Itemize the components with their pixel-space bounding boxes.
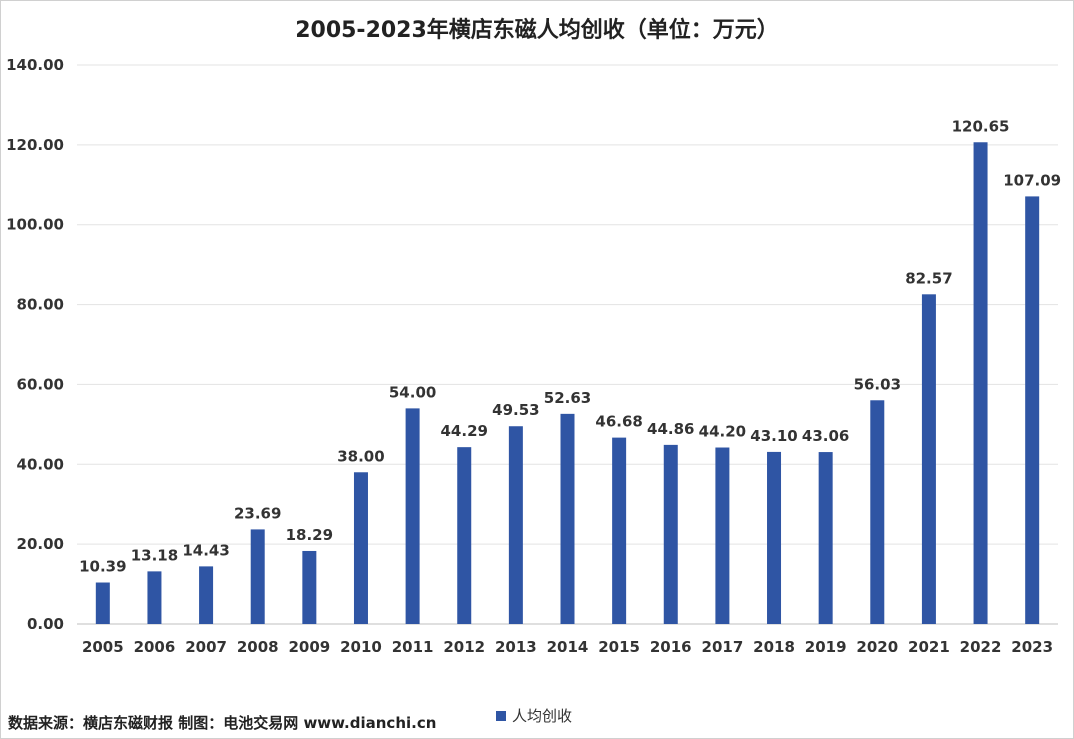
x-tick-label: 2014 bbox=[547, 638, 589, 656]
x-tick-label: 2023 bbox=[1011, 638, 1053, 656]
bar bbox=[457, 447, 472, 624]
y-tick-label: 20.00 bbox=[17, 535, 64, 553]
bar bbox=[405, 408, 420, 624]
bar-value-label: 44.29 bbox=[441, 422, 488, 440]
x-tick-label: 2022 bbox=[960, 638, 1002, 656]
bar bbox=[870, 400, 885, 624]
x-tick-label: 2018 bbox=[753, 638, 795, 656]
y-tick-label: 40.00 bbox=[17, 455, 64, 473]
bar-value-label: 46.68 bbox=[595, 413, 642, 431]
x-tick-label: 2006 bbox=[134, 638, 176, 656]
bar-value-label: 82.57 bbox=[905, 269, 952, 287]
x-tick-label: 2016 bbox=[650, 638, 692, 656]
bar-value-label: 38.00 bbox=[337, 447, 384, 465]
bar-value-label: 23.69 bbox=[234, 504, 281, 522]
x-tick-label: 2013 bbox=[495, 638, 537, 656]
bar bbox=[921, 294, 936, 624]
x-tick-label: 2019 bbox=[805, 638, 847, 656]
x-tick-label: 2017 bbox=[702, 638, 744, 656]
chart-title: 2005-2023年横店东磁人均创收（单位：万元） bbox=[295, 18, 779, 43]
bar bbox=[95, 582, 110, 624]
bar-value-label: 44.20 bbox=[699, 423, 746, 441]
bar-value-label: 10.39 bbox=[79, 558, 126, 576]
x-tick-label: 2009 bbox=[288, 638, 330, 656]
bar-value-label: 18.29 bbox=[286, 526, 333, 544]
chart-legend: 人均创收 bbox=[496, 705, 572, 726]
bar bbox=[818, 452, 833, 624]
x-tick-label: 2007 bbox=[185, 638, 227, 656]
bar bbox=[147, 571, 162, 624]
bar-value-label: 107.09 bbox=[1003, 171, 1061, 189]
y-tick-label: 120.00 bbox=[6, 136, 64, 154]
bar-value-label: 13.18 bbox=[131, 546, 178, 564]
y-tick-label: 0.00 bbox=[27, 615, 64, 633]
legend-swatch bbox=[496, 710, 506, 721]
bar bbox=[199, 566, 214, 624]
bar-value-label: 56.03 bbox=[854, 375, 901, 393]
y-tick-label: 80.00 bbox=[17, 296, 64, 314]
legend-label: 人均创收 bbox=[512, 707, 573, 725]
x-tick-label: 2015 bbox=[598, 638, 640, 656]
bar bbox=[612, 437, 627, 624]
y-tick-label: 100.00 bbox=[6, 216, 64, 234]
y-tick-label: 140.00 bbox=[6, 56, 64, 74]
bar bbox=[1025, 196, 1040, 625]
source-note: 数据来源：横店东磁财报 制图：电池交易网 www.dianchi.cn bbox=[8, 714, 437, 732]
x-tick-label: 2021 bbox=[908, 638, 950, 656]
bar bbox=[973, 142, 988, 624]
bar-value-label: 44.86 bbox=[647, 420, 694, 438]
bar bbox=[250, 529, 265, 624]
x-tick-label: 2008 bbox=[237, 638, 279, 656]
bar-value-label: 49.53 bbox=[492, 401, 539, 419]
x-tick-label: 2020 bbox=[856, 638, 898, 656]
bar bbox=[715, 447, 730, 624]
bar bbox=[767, 451, 782, 624]
y-tick-label: 60.00 bbox=[17, 375, 64, 393]
bar bbox=[353, 472, 368, 624]
bar bbox=[302, 550, 317, 624]
bar-value-label: 54.00 bbox=[389, 383, 436, 401]
bar-value-label: 43.10 bbox=[750, 427, 797, 445]
bar-value-label: 14.43 bbox=[182, 541, 229, 559]
x-tick-label: 2010 bbox=[340, 638, 382, 656]
bar-value-label: 52.63 bbox=[544, 389, 591, 407]
bar bbox=[663, 444, 678, 624]
x-tick-label: 2012 bbox=[443, 638, 485, 656]
x-tick-label: 2005 bbox=[82, 638, 124, 656]
bar-value-label: 120.65 bbox=[952, 117, 1010, 135]
bar bbox=[560, 413, 575, 624]
x-tick-label: 2011 bbox=[392, 638, 434, 656]
bar-value-label: 43.06 bbox=[802, 427, 849, 445]
bar bbox=[508, 426, 523, 624]
